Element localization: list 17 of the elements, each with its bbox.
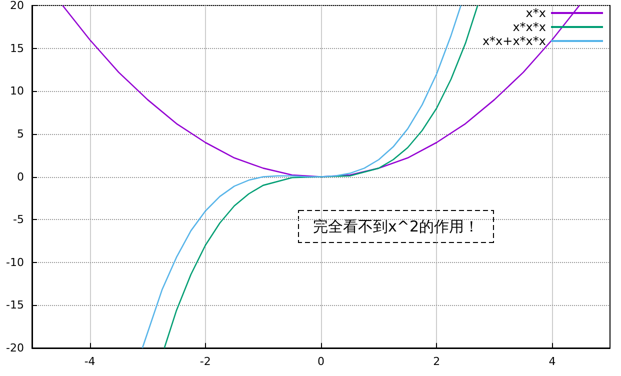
x-tick-label: -2 [200, 355, 211, 368]
y-tick-label: -5 [13, 213, 24, 226]
y-tick-label: -20 [6, 342, 24, 354]
x-tick-label: 2 [433, 355, 440, 368]
x-tick-label: 4 [548, 355, 556, 368]
y-tick-label: -10 [6, 256, 24, 269]
legend-label: x*x [526, 6, 546, 20]
y-tick-label: 5 [17, 127, 24, 140]
x-tick-label: 0 [318, 355, 324, 368]
legend-label: x*x*x [512, 20, 546, 34]
y-tick-label: 0 [17, 170, 24, 184]
y-tick-label: 15 [10, 42, 24, 55]
y-tick-label: -15 [6, 298, 24, 312]
y-tick-label: 10 [10, 84, 24, 98]
y-tick-label: 20 [10, 0, 24, 12]
legend-label: x*x+x*x*x [482, 34, 546, 48]
x-tick-label: -4 [84, 355, 96, 368]
